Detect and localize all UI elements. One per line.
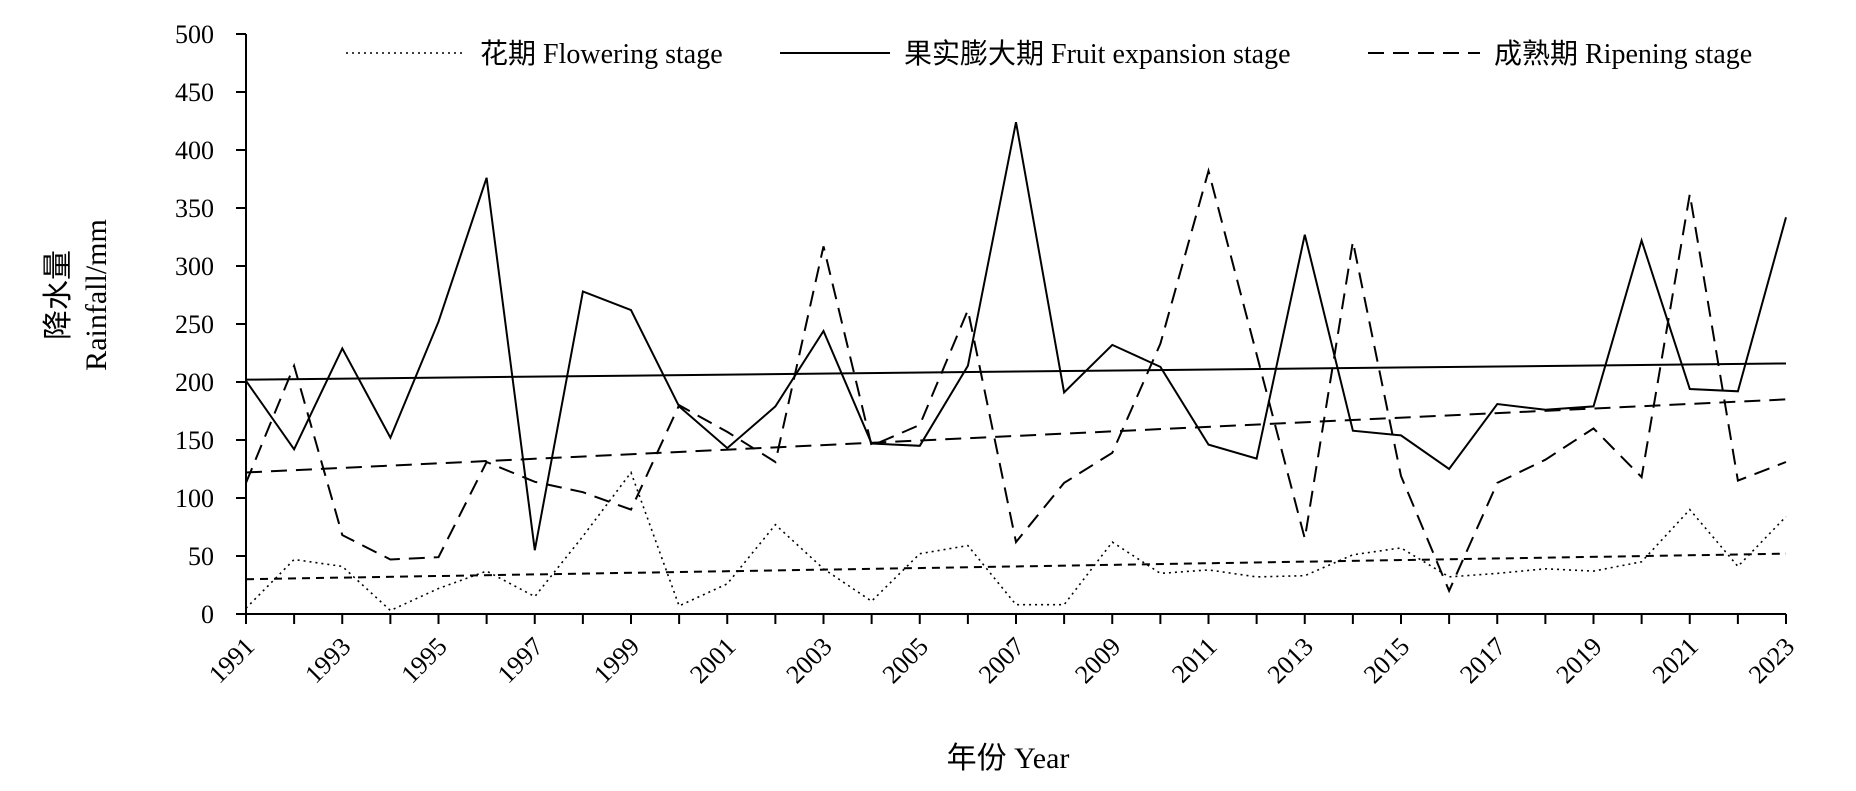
x-tick-label: 1997 [492,632,549,689]
y-tick-label: 150 [175,426,214,455]
y-tick-label: 100 [175,484,214,513]
trend-line-1 [245,362,1787,381]
x-tick-label: 2009 [1069,632,1126,689]
series-layer [245,122,1787,612]
axes [245,34,1786,615]
x-tick-label: 2017 [1454,632,1511,689]
y-tick-label: 200 [175,368,214,397]
x-tick-label: 1999 [588,632,645,689]
trend-line-0 [245,552,1787,581]
y-tick-label: 450 [175,78,214,107]
x-tick-label: 2003 [780,632,837,689]
series-line-1 [245,122,1787,551]
x-tick-label: 1993 [299,632,356,689]
y-tick-label: 350 [175,194,214,223]
trend-line-2 [245,398,1787,474]
y-tick-label: 50 [188,542,214,571]
x-tick-label: 1991 [203,632,260,689]
y-tick-label: 500 [175,20,214,49]
x-tick-label: 2023 [1743,632,1800,689]
x-tick-label: 1995 [395,632,452,689]
x-tick-label: 2021 [1647,632,1704,689]
x-axis-ticks: 1991 1993 1995 1997 1999 2001 2003 2005 2007 2009… [203,614,1800,689]
x-tick-label: 2013 [1262,632,1319,689]
series-line-2 [245,167,1787,594]
x-tick-label: 2011 [1166,632,1223,689]
x-tick-label: 2005 [877,632,934,689]
x-tick-label: 2019 [1550,632,1607,689]
legend-label-0: 花期 Flowering stage [480,38,723,70]
x-tick-label: 2007 [973,632,1030,689]
legend-label-2: 成熟期 Ripening stage [1494,38,1752,70]
x-tick-label: 2015 [1358,632,1415,689]
y-axis-title-line1: 降水量 [42,250,75,340]
legend: 花期 Flowering stage 果实膨大期 Fruit expansion … [346,38,1752,70]
y-tick-label: 0 [201,600,214,629]
y-tick-label: 300 [175,252,214,281]
y-tick-label: 400 [175,136,214,165]
legend-label-1: 果实膨大期 Fruit expansion stage [904,38,1291,70]
y-axis-title-line2: Rainfall/mm [80,219,113,371]
y-axis-ticks: 0 50 100 150 200 250 300 350 400 450 500 [175,20,246,629]
y-tick-label: 250 [175,310,214,339]
x-axis-title: 年份 Year [947,742,1070,775]
x-tick-label: 2001 [684,632,741,689]
